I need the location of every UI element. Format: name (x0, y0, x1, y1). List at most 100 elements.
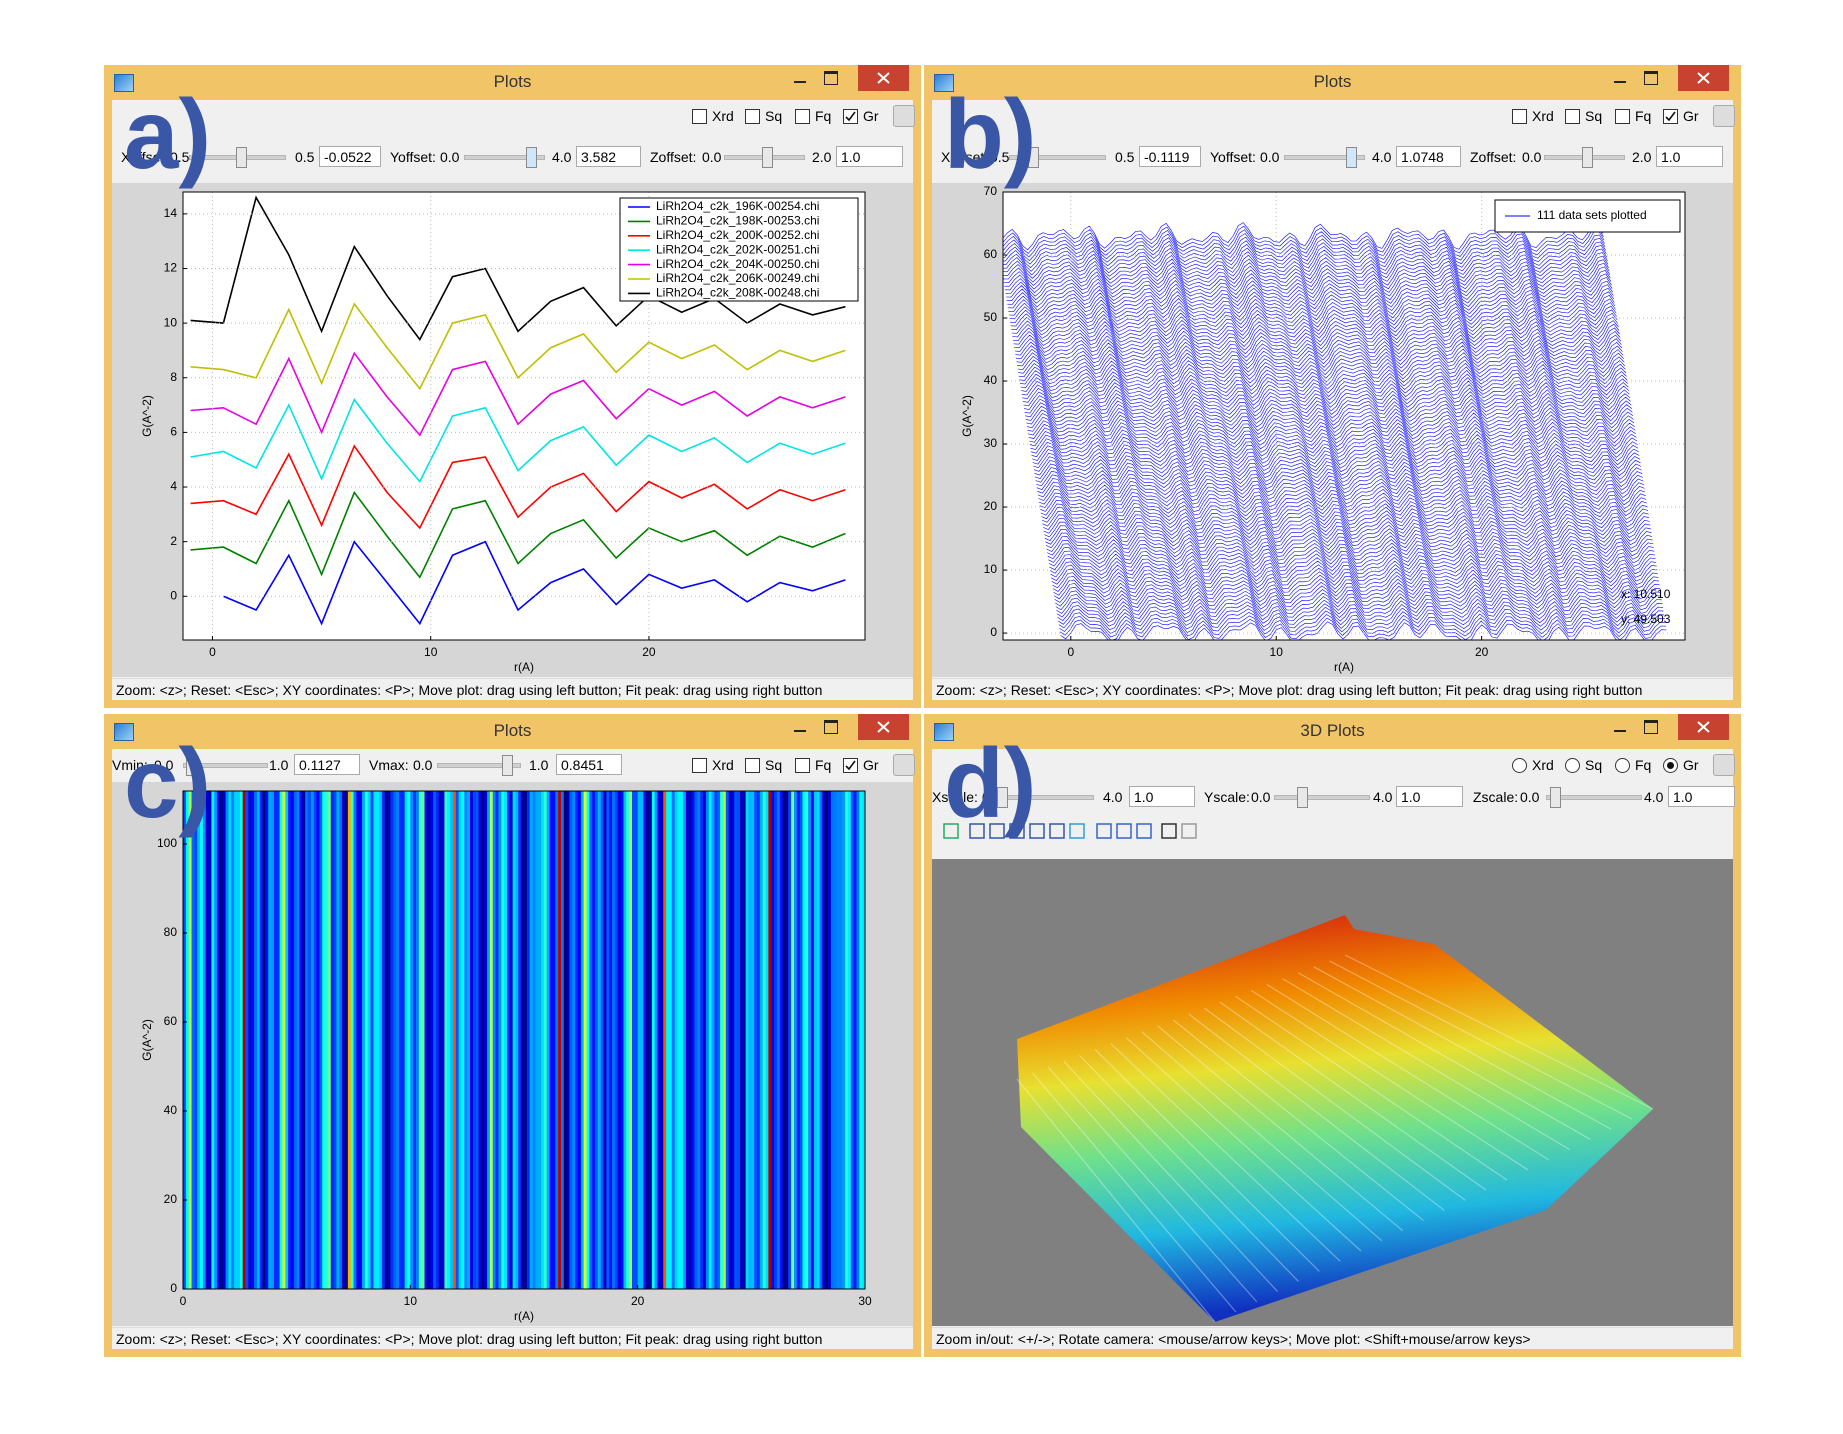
value-input[interactable]: 0.8451 (556, 754, 622, 775)
slider-min: 0.0 (1260, 149, 1280, 165)
waterfall-curve (1059, 614, 1666, 638)
option-label[interactable]: Xrd (1532, 108, 1554, 124)
slider-thumb[interactable] (236, 147, 248, 168)
option-label[interactable]: Fq (1635, 757, 1652, 773)
value-input[interactable]: 1.0 (1129, 786, 1195, 807)
checkbox[interactable] (1512, 109, 1527, 124)
value-input[interactable]: 3.582 (576, 146, 641, 167)
value-input[interactable]: -0.0522 (319, 146, 381, 167)
radio-button[interactable] (1663, 758, 1678, 773)
waterfall-curve (1059, 617, 1666, 640)
slider-thumb[interactable] (762, 147, 774, 168)
minimize-button[interactable] (794, 81, 806, 83)
checkbox[interactable] (795, 109, 810, 124)
legend-label: LiRh2O4_c2k_202K-00251.chi (656, 242, 819, 256)
value-input[interactable]: 1.0 (1396, 786, 1463, 807)
option-label[interactable]: Sq (1585, 757, 1603, 773)
waterfall-curve (1045, 528, 1652, 551)
checkbox[interactable] (692, 109, 707, 124)
radio-button[interactable] (1512, 758, 1527, 773)
minimize-button[interactable] (1614, 730, 1626, 732)
slider-track[interactable] (183, 763, 268, 768)
maximize-button[interactable] (1644, 720, 1658, 734)
close-button[interactable] (858, 714, 909, 740)
settings-button[interactable] (1713, 105, 1735, 127)
checkbox[interactable] (1565, 109, 1580, 124)
checkbox[interactable] (795, 758, 810, 773)
slider-track[interactable] (1546, 795, 1642, 800)
heatmap-stripe (538, 791, 542, 1289)
value-input[interactable]: 1.0 (1668, 786, 1735, 807)
option-label[interactable]: Gr (1683, 757, 1699, 773)
settings-button[interactable] (893, 105, 915, 127)
option-label[interactable]: Gr (863, 757, 879, 773)
close-button[interactable] (1678, 714, 1729, 740)
waterfall-curve (1025, 400, 1632, 426)
heatmap-stripe (211, 791, 215, 1289)
slider-track[interactable] (437, 763, 521, 768)
y-tick-label: 12 (164, 261, 178, 275)
slider-thumb[interactable] (526, 147, 538, 168)
option-label[interactable]: Sq (765, 108, 783, 124)
radio-button[interactable] (1615, 758, 1630, 773)
plot-window: Plots Xrd Sq Fq Gr Xoffset: 0.5 0.5 -0.0522 Yoffs… (104, 65, 921, 708)
checkbox[interactable] (1663, 109, 1678, 124)
heatmap-stripe (828, 791, 832, 1289)
minimize-button[interactable] (1614, 81, 1626, 83)
option-label[interactable]: Xrd (1532, 757, 1554, 773)
checkbox[interactable] (843, 109, 858, 124)
settings-button[interactable] (1713, 754, 1735, 776)
heatmap-stripe (785, 791, 789, 1289)
option-label[interactable]: Gr (863, 108, 879, 124)
settings-button[interactable] (893, 754, 915, 776)
maximize-button[interactable] (824, 720, 838, 734)
checkbox[interactable] (692, 758, 707, 773)
slider-thumb[interactable] (501, 755, 513, 776)
heatmap-stripe (543, 791, 548, 1289)
slider-thumb[interactable] (1027, 147, 1039, 168)
surface (1017, 915, 1653, 1322)
value-input[interactable]: 1.0 (1656, 146, 1723, 167)
heatmap-stripe (629, 791, 633, 1289)
slider-track[interactable] (464, 155, 545, 160)
option-label[interactable]: Fq (815, 757, 832, 773)
slider-track[interactable] (1284, 155, 1365, 160)
radio-button[interactable] (1565, 758, 1580, 773)
waterfall-curve (1036, 473, 1643, 497)
option-label[interactable]: Sq (1585, 108, 1603, 124)
value-input[interactable]: 0.1127 (294, 754, 360, 775)
slider-thumb[interactable] (1346, 147, 1358, 168)
slider-thumb[interactable] (996, 787, 1008, 808)
close-button[interactable] (858, 65, 909, 91)
slider-thumb[interactable] (1297, 787, 1309, 808)
maximize-button[interactable] (1644, 71, 1658, 85)
value-input[interactable]: -0.1119 (1139, 146, 1201, 167)
close-button[interactable] (1678, 65, 1729, 91)
checkbox[interactable] (745, 758, 760, 773)
option-label[interactable]: Xrd (712, 757, 734, 773)
surface-ridge (1266, 984, 1550, 1161)
value-input[interactable]: 1.0748 (1396, 146, 1461, 167)
x-tick-label: 10 (424, 645, 438, 659)
checkbox[interactable] (843, 758, 858, 773)
option-label[interactable]: Sq (765, 757, 783, 773)
heatmap-stripe (751, 791, 755, 1289)
value-input[interactable]: 1.0 (836, 146, 903, 167)
slider-thumb[interactable] (1582, 147, 1594, 168)
maximize-button[interactable] (824, 71, 838, 85)
waterfall-curve (1010, 309, 1617, 337)
slider-thumb[interactable] (1550, 787, 1562, 808)
slider-track[interactable] (1274, 795, 1370, 800)
minimize-button[interactable] (794, 730, 806, 732)
option-label[interactable]: Xrd (712, 108, 734, 124)
slider-min: 0.0 (154, 757, 174, 773)
option-label[interactable]: Fq (815, 108, 832, 124)
checkbox[interactable] (1615, 109, 1630, 124)
checkbox[interactable] (745, 109, 760, 124)
option-label[interactable]: Fq (1635, 108, 1652, 124)
slider-thumb[interactable] (186, 755, 198, 776)
panel-label: d) (944, 728, 1037, 838)
option-label[interactable]: Gr (1683, 108, 1699, 124)
slider-track[interactable] (1009, 155, 1106, 160)
heatmap-stripe (830, 791, 835, 1289)
